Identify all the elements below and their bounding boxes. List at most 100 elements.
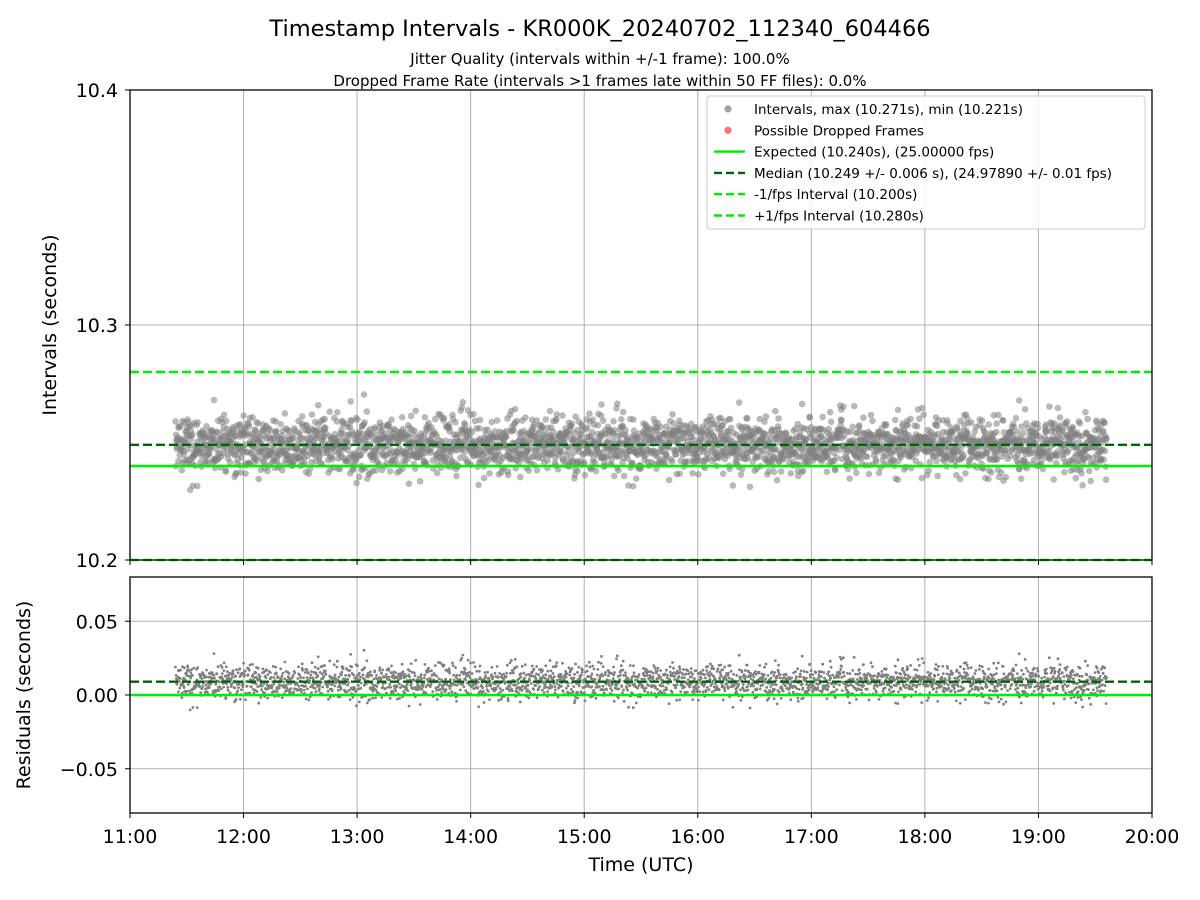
interval-point — [865, 470, 873, 478]
residual-point — [230, 675, 234, 679]
residual-point — [461, 653, 465, 657]
residual-point — [662, 689, 666, 692]
residual-point — [636, 686, 640, 690]
interval-point — [668, 458, 676, 465]
residual-point — [671, 661, 674, 664]
residual-point — [447, 684, 450, 688]
residual-point — [332, 663, 336, 667]
residual-point — [249, 685, 253, 689]
interval-point — [1064, 447, 1072, 455]
interval-point — [511, 405, 519, 413]
interval-point — [368, 431, 375, 439]
residual-point — [330, 689, 334, 693]
interval-point — [554, 466, 562, 473]
interval-point — [470, 410, 477, 418]
interval-point — [431, 415, 439, 423]
interval-point — [833, 454, 840, 461]
residual-point — [336, 689, 340, 692]
interval-point — [726, 415, 734, 423]
interval-point — [775, 415, 782, 422]
residual-point — [482, 701, 486, 704]
interval-point — [581, 459, 588, 466]
residual-point — [506, 663, 509, 667]
residual-point — [644, 686, 648, 690]
residual-point — [798, 672, 802, 676]
residual-point — [265, 668, 268, 672]
interval-point — [549, 428, 557, 435]
residual-point — [296, 677, 300, 680]
interval-point — [584, 424, 591, 432]
residual-point — [746, 688, 750, 692]
interval-point — [1086, 467, 1093, 475]
residual-point — [666, 673, 669, 677]
interval-point — [452, 419, 459, 426]
residual-point — [200, 677, 204, 680]
residual-point — [721, 668, 724, 672]
residual-point — [781, 689, 785, 693]
residual-point — [348, 669, 352, 672]
residual-point — [386, 685, 390, 689]
residual-point — [458, 688, 462, 692]
residual-point — [681, 673, 685, 676]
residual-point — [199, 691, 203, 694]
interval-point — [363, 408, 371, 415]
residual-point — [233, 686, 237, 690]
interval-point — [867, 411, 875, 419]
residual-point — [478, 669, 481, 673]
residual-point — [243, 669, 247, 673]
residual-point — [256, 666, 260, 670]
interval-point — [1015, 397, 1023, 404]
residual-point — [772, 674, 776, 677]
residual-point — [668, 665, 672, 669]
residual-point — [689, 667, 693, 670]
residual-point — [777, 670, 780, 674]
interval-point — [1012, 414, 1020, 422]
interval-point — [272, 418, 279, 425]
residual-point — [627, 705, 630, 709]
residual-point — [703, 673, 706, 677]
residual-point — [819, 675, 823, 678]
residual-point — [266, 673, 270, 676]
residual-point — [486, 670, 489, 674]
residual-point — [266, 696, 269, 700]
residual-point — [712, 667, 715, 671]
residual-point — [821, 662, 825, 666]
intervals-y-axis-label: Intervals (seconds) — [39, 234, 61, 415]
residual-point — [485, 684, 488, 688]
interval-point — [207, 444, 215, 452]
residual-point — [763, 665, 766, 669]
residual-point — [247, 668, 251, 672]
residual-point — [368, 670, 372, 674]
residual-point — [221, 677, 225, 681]
residual-point — [739, 688, 742, 692]
residual-point — [726, 686, 730, 690]
residual-point — [576, 696, 579, 700]
residual-point — [510, 689, 514, 693]
residual-point — [593, 677, 597, 681]
interval-point — [993, 428, 1000, 436]
interval-point — [772, 446, 780, 454]
residual-point — [697, 685, 700, 689]
residual-point — [773, 688, 776, 691]
residual-point — [800, 654, 804, 658]
interval-point — [770, 468, 778, 476]
residual-point — [518, 700, 522, 704]
interval-point — [599, 417, 607, 425]
interval-point — [407, 412, 415, 420]
interval-point — [918, 474, 925, 482]
residual-point — [764, 677, 767, 681]
residual-point — [731, 705, 735, 709]
residual-point — [764, 662, 768, 666]
residual-point — [451, 664, 455, 667]
residual-point — [422, 682, 425, 686]
residual-point — [419, 673, 423, 677]
residual-point — [512, 671, 515, 674]
residual-point — [220, 666, 224, 669]
residual-point — [705, 669, 709, 672]
residual-point — [293, 671, 297, 675]
residual-point — [291, 674, 295, 677]
residual-point — [501, 688, 505, 692]
residual-point — [323, 664, 326, 667]
residual-point — [809, 675, 812, 679]
residual-point — [438, 683, 442, 687]
